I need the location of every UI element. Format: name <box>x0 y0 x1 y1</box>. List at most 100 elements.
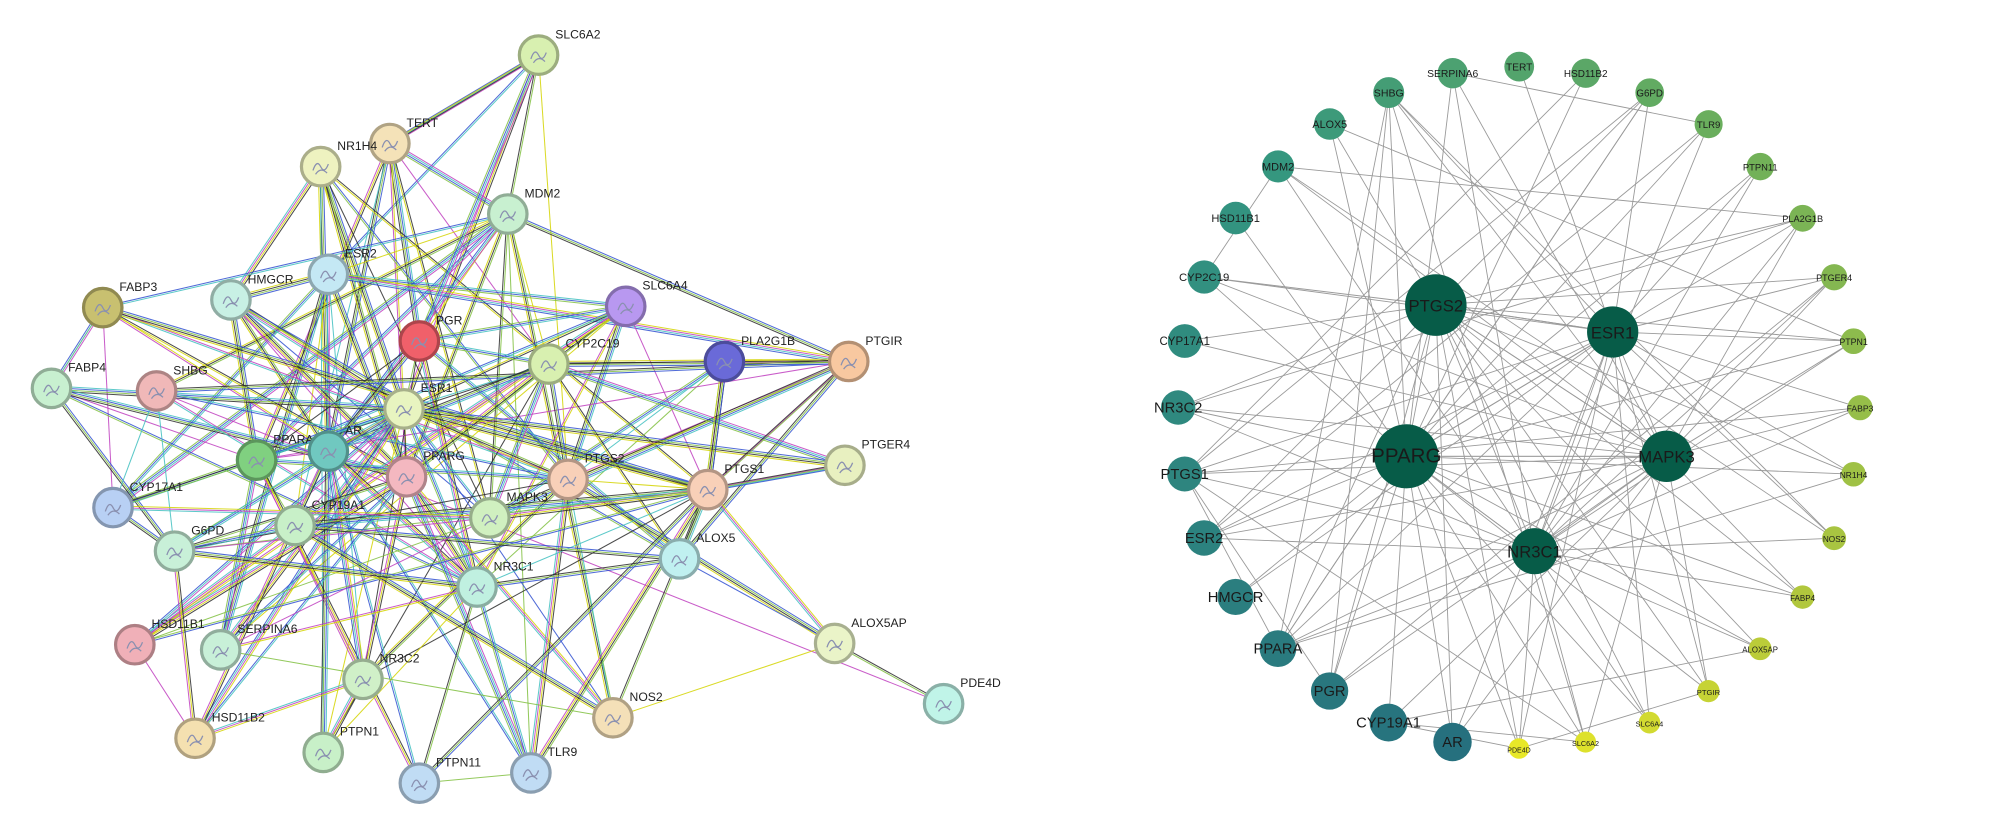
node-label: PPARA <box>273 432 314 446</box>
edge <box>1277 550 1535 650</box>
edge <box>192 407 403 738</box>
edge <box>679 361 850 560</box>
edge <box>112 458 257 508</box>
edge <box>1534 550 1803 598</box>
edge <box>1277 166 1835 539</box>
edge <box>194 678 364 739</box>
edge <box>707 463 845 489</box>
ring-label: FABP4 <box>1790 594 1815 603</box>
edge <box>1612 331 1854 475</box>
ring-label: PDE4D <box>1507 747 1530 754</box>
edge <box>476 556 680 586</box>
node-glyph <box>826 639 843 652</box>
ring-node <box>1160 390 1196 425</box>
edge <box>173 407 404 551</box>
edge <box>175 550 198 739</box>
edge <box>1612 331 1650 723</box>
ring-label: TLR9 <box>1697 120 1720 131</box>
node-glyph <box>314 748 332 761</box>
edge <box>1329 304 1437 692</box>
edge <box>134 489 709 647</box>
edge <box>549 363 681 559</box>
edge <box>403 408 614 719</box>
ring-label: G6PD <box>1636 88 1663 99</box>
edge <box>327 451 477 589</box>
node-glyph <box>320 447 337 460</box>
edge <box>51 387 478 587</box>
edge <box>52 387 177 551</box>
edge <box>388 143 490 519</box>
edge <box>1277 304 1437 649</box>
edge <box>327 362 549 451</box>
edge <box>51 388 175 552</box>
edge <box>1534 331 1614 552</box>
edge <box>1435 304 1854 475</box>
edge <box>1534 217 1804 552</box>
edge <box>1435 304 1650 723</box>
node-glyph <box>840 357 858 370</box>
edge <box>490 491 709 521</box>
edge <box>294 525 680 560</box>
ring-label: MDM2 <box>1262 161 1294 173</box>
edge <box>419 55 540 342</box>
edge <box>113 275 330 510</box>
hub-label: PPARG <box>1371 445 1441 468</box>
edge <box>172 551 194 739</box>
node-label: MAPK3 <box>507 490 548 504</box>
edge <box>220 585 477 650</box>
edge <box>548 364 845 467</box>
hub-node <box>1640 430 1693 482</box>
ring-label: ALOX5AP <box>1742 646 1778 655</box>
node-label: HMGCR <box>248 272 294 286</box>
edge <box>1452 456 1667 743</box>
edge <box>1184 473 1330 692</box>
node-label: PLA2G1B <box>741 334 795 348</box>
edge <box>1666 456 1709 692</box>
ring-node <box>1504 51 1535 82</box>
node-label: ALOX5 <box>696 531 735 545</box>
node-glyph <box>166 547 183 560</box>
edge <box>679 558 835 644</box>
edge <box>418 54 539 341</box>
edge <box>229 300 328 453</box>
edge <box>548 360 849 364</box>
node-glyph <box>559 475 577 488</box>
edge <box>156 390 176 552</box>
hub-node <box>1511 528 1558 575</box>
edge <box>548 363 849 368</box>
edge <box>1277 166 1667 457</box>
edge <box>1534 537 1835 552</box>
edge <box>232 299 260 460</box>
edge <box>231 299 258 461</box>
edge <box>230 299 329 452</box>
edge <box>1184 407 1861 475</box>
node-glyph <box>381 139 399 152</box>
edge <box>1405 456 1586 743</box>
ring-node <box>1790 585 1815 609</box>
ring-node <box>1167 324 1202 358</box>
edge <box>102 307 568 481</box>
edge <box>1235 455 1407 598</box>
node-label: NR1H4 <box>337 139 377 153</box>
edge <box>1666 340 1854 457</box>
edge <box>1184 304 1436 342</box>
edge <box>1534 550 1761 650</box>
edge <box>320 451 327 753</box>
edge <box>196 451 331 740</box>
edge <box>1203 123 1709 539</box>
node-label: PDE4D <box>960 676 1001 690</box>
edge <box>155 391 477 589</box>
edge <box>568 306 627 480</box>
edge <box>476 586 532 774</box>
ring-node <box>1571 58 1601 88</box>
edge <box>566 305 626 480</box>
edge <box>707 361 850 491</box>
node-label: NR3C2 <box>380 652 420 666</box>
edge <box>112 212 508 508</box>
edge <box>49 389 174 553</box>
ring-label: FABP3 <box>1847 404 1874 414</box>
node-label: MDM2 <box>524 186 560 200</box>
edge <box>528 488 707 772</box>
ring-label: CYP2C19 <box>1179 272 1229 284</box>
edge <box>420 490 710 785</box>
